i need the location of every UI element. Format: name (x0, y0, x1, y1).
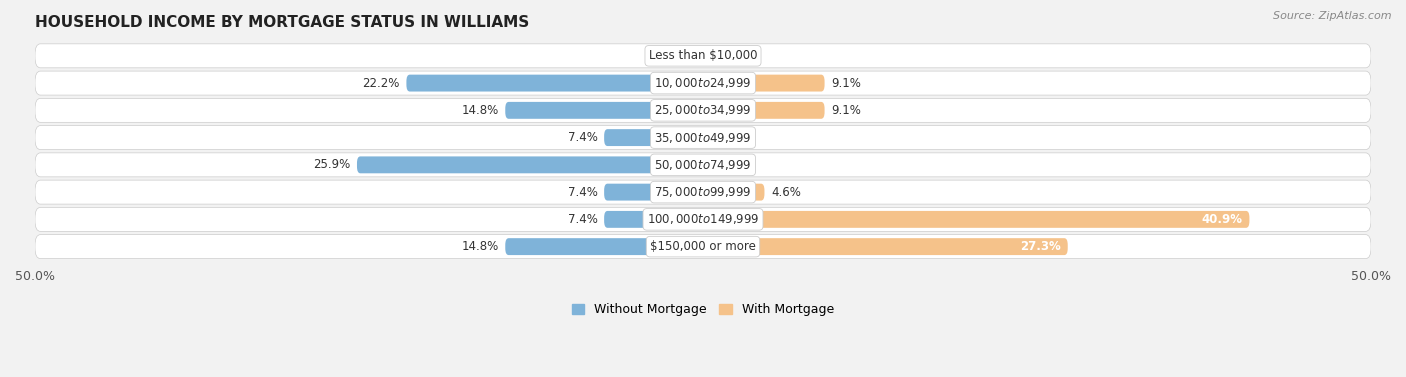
FancyBboxPatch shape (505, 102, 703, 119)
Text: 40.9%: 40.9% (1202, 213, 1243, 226)
FancyBboxPatch shape (703, 184, 765, 201)
FancyBboxPatch shape (703, 75, 824, 92)
Text: 7.4%: 7.4% (568, 131, 598, 144)
Text: $150,000 or more: $150,000 or more (650, 240, 756, 253)
FancyBboxPatch shape (35, 71, 1371, 95)
FancyBboxPatch shape (35, 44, 1371, 68)
Text: HOUSEHOLD INCOME BY MORTGAGE STATUS IN WILLIAMS: HOUSEHOLD INCOME BY MORTGAGE STATUS IN W… (35, 15, 529, 30)
FancyBboxPatch shape (703, 211, 1250, 228)
Text: 22.2%: 22.2% (363, 77, 399, 90)
FancyBboxPatch shape (406, 75, 703, 92)
Text: 7.4%: 7.4% (568, 185, 598, 199)
FancyBboxPatch shape (35, 153, 1371, 177)
Text: 4.6%: 4.6% (770, 185, 801, 199)
Text: Less than $10,000: Less than $10,000 (648, 49, 758, 62)
FancyBboxPatch shape (35, 180, 1371, 204)
FancyBboxPatch shape (605, 211, 703, 228)
Text: $35,000 to $49,999: $35,000 to $49,999 (654, 130, 752, 145)
FancyBboxPatch shape (605, 184, 703, 201)
FancyBboxPatch shape (703, 102, 824, 119)
Text: 14.8%: 14.8% (461, 104, 499, 117)
FancyBboxPatch shape (357, 156, 703, 173)
FancyBboxPatch shape (35, 98, 1371, 123)
Text: 9.1%: 9.1% (831, 77, 860, 90)
Text: $100,000 to $149,999: $100,000 to $149,999 (647, 212, 759, 226)
Text: 7.4%: 7.4% (568, 213, 598, 226)
FancyBboxPatch shape (605, 129, 703, 146)
Legend: Without Mortgage, With Mortgage: Without Mortgage, With Mortgage (567, 299, 839, 322)
Text: 0.0%: 0.0% (710, 49, 740, 62)
Text: 27.3%: 27.3% (1021, 240, 1062, 253)
FancyBboxPatch shape (505, 238, 703, 255)
FancyBboxPatch shape (703, 238, 1067, 255)
FancyBboxPatch shape (35, 207, 1371, 231)
FancyBboxPatch shape (35, 126, 1371, 150)
FancyBboxPatch shape (35, 234, 1371, 259)
Text: 25.9%: 25.9% (314, 158, 350, 172)
Text: 9.1%: 9.1% (831, 104, 860, 117)
Text: $75,000 to $99,999: $75,000 to $99,999 (654, 185, 752, 199)
Text: 0.0%: 0.0% (666, 49, 696, 62)
Text: $10,000 to $24,999: $10,000 to $24,999 (654, 76, 752, 90)
Text: 0.0%: 0.0% (710, 158, 740, 172)
Text: Source: ZipAtlas.com: Source: ZipAtlas.com (1274, 11, 1392, 21)
Text: $25,000 to $34,999: $25,000 to $34,999 (654, 103, 752, 117)
Text: 14.8%: 14.8% (461, 240, 499, 253)
Text: 0.0%: 0.0% (710, 131, 740, 144)
Text: $50,000 to $74,999: $50,000 to $74,999 (654, 158, 752, 172)
